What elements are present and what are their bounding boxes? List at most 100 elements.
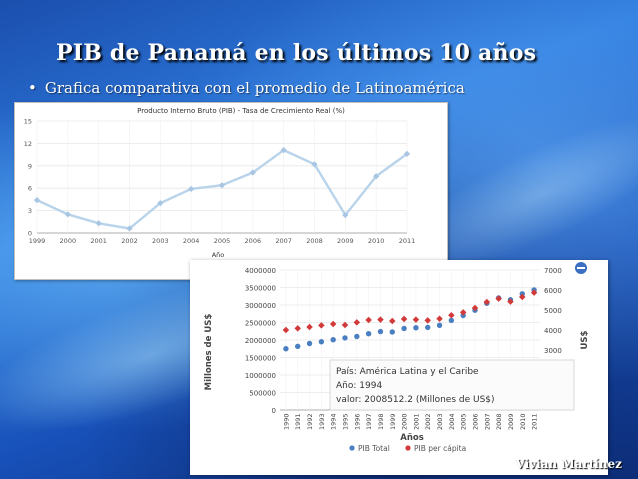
data-point-pib-total bbox=[436, 322, 443, 328]
y-tick-label: 6 bbox=[28, 185, 32, 193]
x-tick-label: 2001 bbox=[90, 237, 107, 245]
y-tick-label: 3 bbox=[28, 207, 32, 215]
y-axis-ticks: 0 3 6 9 12 15 bbox=[24, 118, 32, 238]
data-point bbox=[157, 200, 164, 207]
data-point-pib-total bbox=[413, 325, 419, 331]
bullet-marker: • bbox=[28, 79, 37, 97]
x-tick-label: 1997 bbox=[365, 413, 373, 430]
data-point-pib-total bbox=[306, 340, 313, 347]
data-point-pib-total bbox=[377, 328, 384, 335]
x-tick-label: 2008 bbox=[306, 237, 323, 245]
x-tick-label: 1998 bbox=[377, 413, 385, 430]
tooltip-year: Año: 1994 bbox=[336, 381, 382, 391]
series-pib-per-capita bbox=[282, 289, 538, 334]
tooltip-value: valor: 2008512.2 (Millones de US$) bbox=[336, 395, 495, 405]
legend-swatch-pib-total bbox=[349, 445, 355, 451]
x-tick-label: 2002 bbox=[121, 237, 138, 245]
data-point-pib-per-capita bbox=[341, 321, 349, 329]
x-tick-label: 2006 bbox=[245, 237, 262, 245]
x-tick-label: 2011 bbox=[531, 413, 539, 430]
data-point-pib-per-capita bbox=[459, 309, 467, 316]
x-axis-label: Años bbox=[400, 433, 424, 443]
zoom-reset-bar bbox=[577, 267, 585, 269]
x-tick-label: 2007 bbox=[483, 413, 491, 430]
data-point-pib-per-capita bbox=[436, 315, 443, 323]
y2-tick-label: 5000 bbox=[544, 307, 562, 315]
legend-swatch-pib-per-capita bbox=[405, 445, 411, 451]
data-point-pib-total bbox=[389, 329, 395, 335]
gdp-comparison-chart: 0 500000 1000000 1500000 2000000 2500000 30000… bbox=[204, 262, 590, 453]
y-axis-ticks: 0 500000 1000000 1500000 2000000 2500000 30000… bbox=[245, 267, 276, 415]
x-tick-label: 1992 bbox=[306, 413, 314, 430]
y2-tick-label: 6000 bbox=[544, 287, 562, 295]
chart-title: Producto Interno Bruto (PIB) - Tasa de C… bbox=[137, 107, 345, 115]
chart-legend: PIB Total PIB per cápita bbox=[349, 444, 466, 453]
y-tick-label: 1500000 bbox=[245, 355, 276, 363]
slide-title: PIB de Panamá en los últimos 10 años bbox=[56, 40, 537, 66]
chart-grid bbox=[36, 120, 408, 234]
data-point-pib-per-capita bbox=[318, 322, 325, 329]
x-tick-label: 2003 bbox=[152, 237, 169, 245]
y-axis-label: Millones de US$ bbox=[204, 314, 214, 391]
data-point-pib-per-capita bbox=[483, 298, 491, 306]
x-axis-ticks: 1999 2000 2001 2002 2003 2004 2005 2006 2007 2008… bbox=[29, 237, 416, 245]
y-tick-label: 3000000 bbox=[245, 302, 276, 310]
slide-bullet: • Grafica comparativa con el promedio de … bbox=[28, 79, 465, 97]
data-point-pib-total bbox=[448, 317, 455, 324]
data-point-pib-per-capita bbox=[412, 316, 420, 323]
data-point bbox=[249, 169, 256, 176]
data-point-pib-total bbox=[425, 324, 431, 331]
x-tick-label: 2000 bbox=[60, 237, 77, 245]
tooltip-country: País: América Latina y el Caribe bbox=[336, 366, 479, 377]
y-tick-label: 0 bbox=[272, 407, 276, 415]
data-point-pib-per-capita bbox=[400, 315, 408, 323]
x-tick-label: 2009 bbox=[337, 237, 354, 245]
y2-axis-label: US$ bbox=[580, 330, 590, 349]
tooltip: País: América Latina y el Caribe Año: 19… bbox=[329, 359, 575, 411]
data-point-pib-total bbox=[330, 337, 336, 343]
y2-tick-label: 3000 bbox=[544, 347, 562, 355]
y-tick-label: 2500000 bbox=[245, 320, 276, 328]
y-tick-label: 1000000 bbox=[245, 372, 276, 380]
y-tick-label: 15 bbox=[24, 118, 32, 126]
y2-tick-label: 4000 bbox=[544, 327, 562, 335]
data-point bbox=[218, 182, 226, 189]
x-tick-label: 2005 bbox=[214, 237, 231, 245]
y2-axis-ticks: 3000 4000 5000 6000 7000 bbox=[544, 267, 562, 355]
data-point-pib-per-capita bbox=[329, 320, 337, 328]
x-axis-ticks: 1990 1991 1992 1993 1994 1995 1996 1997 1998 1999… bbox=[282, 413, 538, 430]
data-point-pib-per-capita bbox=[377, 316, 384, 323]
legend-label-pib-total: PIB Total bbox=[358, 444, 390, 453]
x-tick-label: 2011 bbox=[399, 237, 416, 245]
x-tick-label: 2008 bbox=[495, 413, 503, 430]
data-point bbox=[126, 225, 133, 232]
x-tick-label: 1996 bbox=[353, 413, 361, 430]
x-tick-label: 1999 bbox=[29, 237, 46, 245]
x-tick-label: 2003 bbox=[436, 413, 444, 430]
gdp-comparison-chart-panel: 0 500000 1000000 1500000 2000000 2500000 30000… bbox=[190, 260, 608, 475]
bullet-text: Grafica comparativa con el promedio de L… bbox=[44, 79, 465, 97]
data-point-pib-total bbox=[318, 339, 325, 345]
data-point-pib-per-capita bbox=[448, 311, 455, 319]
x-tick-label: 1999 bbox=[389, 413, 397, 430]
x-axis-label: Año bbox=[212, 251, 225, 259]
x-tick-label: 2007 bbox=[275, 237, 292, 245]
x-tick-label: 1990 bbox=[282, 413, 290, 430]
x-tick-label: 1991 bbox=[294, 413, 302, 430]
data-point-pib-per-capita bbox=[306, 323, 313, 331]
data-point-pib-total bbox=[401, 325, 407, 332]
data-point bbox=[95, 220, 102, 227]
x-tick-label: 1993 bbox=[318, 413, 326, 430]
x-tick-label: 1994 bbox=[330, 413, 338, 430]
y-tick-label: 500000 bbox=[249, 390, 276, 398]
y-tick-label: 2000000 bbox=[245, 337, 276, 345]
growth-rate-chart: Producto Interno Bruto (PIB) - Tasa de C… bbox=[24, 107, 416, 271]
legend-label-pib-per-capita: PIB per cápita bbox=[414, 444, 466, 453]
y-tick-label: 9 bbox=[28, 162, 32, 170]
x-tick-label: 2010 bbox=[368, 237, 385, 245]
data-point-pib-per-capita bbox=[353, 319, 361, 326]
x-tick-label: 2010 bbox=[519, 413, 527, 430]
y-tick-label: 0 bbox=[28, 230, 32, 238]
data-point-pib-per-capita bbox=[389, 317, 396, 325]
data-point-pib-per-capita bbox=[495, 295, 502, 302]
